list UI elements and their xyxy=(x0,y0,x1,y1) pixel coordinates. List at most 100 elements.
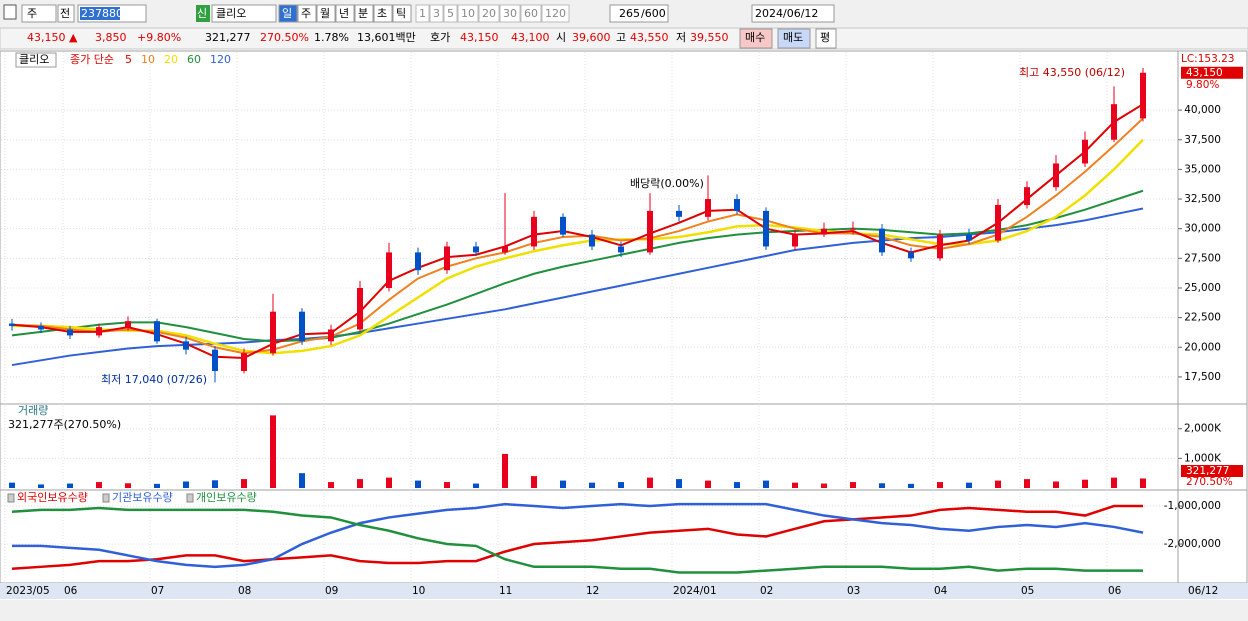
lc-label: LC:153.23 xyxy=(1181,53,1234,65)
title-box xyxy=(15,52,57,68)
volume-bar xyxy=(850,482,856,488)
minute-button[interactable] xyxy=(520,4,542,23)
volume-bar xyxy=(531,476,537,488)
volume-bar xyxy=(966,482,972,488)
candle-body xyxy=(386,252,392,288)
low-annotation: 최저 17,040 (07/26) xyxy=(101,373,207,386)
low: 39,550 xyxy=(690,31,729,44)
quote-volume-rate: 270.50% xyxy=(260,31,309,44)
candle-body xyxy=(502,246,508,253)
x-tick-label: 03 xyxy=(847,585,860,597)
period-label: 월 xyxy=(320,7,330,20)
volume-bar xyxy=(1082,479,1088,488)
volume-bar xyxy=(1024,479,1030,488)
low-label: 저 xyxy=(676,31,686,44)
minute-label: 1 xyxy=(419,7,426,20)
market-select[interactable] xyxy=(21,4,57,23)
period-label: 분 xyxy=(358,7,368,20)
candle-body xyxy=(560,216,566,235)
candle-body xyxy=(850,228,856,230)
candle-body xyxy=(183,341,189,350)
sell-label: 매도 xyxy=(783,31,803,44)
candle-body xyxy=(734,199,740,211)
series-line xyxy=(11,189,1144,343)
volume-bar xyxy=(386,477,392,488)
minute-label: 20 xyxy=(482,7,496,20)
candle-body xyxy=(1111,104,1117,140)
minute-button[interactable] xyxy=(541,4,570,23)
volume-bar xyxy=(734,482,740,488)
y-tick-label: 37,500 xyxy=(1184,134,1221,146)
y-tick-label: 17,500 xyxy=(1184,371,1221,383)
period-button[interactable] xyxy=(316,4,336,23)
quote-price: 43,150 ▲ xyxy=(27,31,78,44)
bidask-label: 호가 xyxy=(430,31,450,44)
y-tick-label: 22,500 xyxy=(1184,312,1221,324)
last-price-box xyxy=(1181,66,1243,79)
volume-bar xyxy=(212,480,218,488)
stock-code: 237880 xyxy=(81,7,123,20)
volume-bar xyxy=(38,484,44,488)
period-label: 일 xyxy=(282,6,292,20)
count-box[interactable] xyxy=(609,4,669,23)
x-tick-label: 04 xyxy=(934,585,948,597)
candle-body xyxy=(589,234,595,247)
y-tick-label: 35,000 xyxy=(1184,163,1221,175)
date-box[interactable] xyxy=(751,4,835,23)
minute-button[interactable] xyxy=(499,4,521,23)
y-tick-label: 32,500 xyxy=(1184,193,1221,205)
sell-button[interactable] xyxy=(777,28,811,49)
volume-bar xyxy=(125,483,131,488)
minute-label: 60 xyxy=(524,7,538,20)
volume-bar xyxy=(1111,477,1117,488)
new-badge xyxy=(196,5,210,22)
volume-bar xyxy=(183,481,189,488)
legend-entry: 20 xyxy=(164,53,178,66)
volume-bar xyxy=(995,480,1001,488)
avg-button[interactable] xyxy=(815,28,837,49)
minute-button[interactable] xyxy=(457,4,479,23)
date-axis xyxy=(0,583,1248,599)
scroll-bar[interactable] xyxy=(0,600,1248,621)
x-tick-label: 09 xyxy=(325,585,338,597)
quote-rate: +9.80% xyxy=(137,31,181,44)
candle-body xyxy=(357,287,363,330)
minute-button[interactable] xyxy=(443,4,458,23)
minute-button[interactable] xyxy=(478,4,500,23)
y-tick-label: -2,000,000 xyxy=(1164,538,1221,550)
volume-bar xyxy=(937,482,943,488)
last-rate: 9.80% xyxy=(1186,79,1219,91)
volume-bar xyxy=(676,479,682,488)
period-button[interactable] xyxy=(392,4,412,23)
volume-bar xyxy=(589,482,595,488)
y-tick-label: 40,000 xyxy=(1184,104,1221,116)
candle-body xyxy=(647,210,653,253)
period-label: 초 xyxy=(377,7,387,20)
volume-bar xyxy=(415,480,421,488)
period-button[interactable] xyxy=(278,4,298,23)
candle-body xyxy=(328,329,334,342)
all-button[interactable] xyxy=(57,4,75,23)
minute-button[interactable] xyxy=(415,4,430,23)
volume-bar xyxy=(908,483,914,488)
buy-button[interactable] xyxy=(739,28,773,49)
x-tick-label: 02 xyxy=(760,585,773,597)
candle-body xyxy=(1140,72,1146,119)
y-tick-label: 2,000K xyxy=(1184,423,1222,435)
high-label: 고 xyxy=(616,31,626,44)
candle-body xyxy=(9,323,15,326)
volume-bar xyxy=(67,483,73,488)
volume-bar xyxy=(1053,481,1059,488)
period-button[interactable] xyxy=(335,4,355,23)
menu-icon[interactable] xyxy=(3,4,17,20)
volume-bar xyxy=(444,482,450,488)
y-tick-label: 20,000 xyxy=(1184,341,1221,353)
x-tick-label: 06 xyxy=(1108,585,1122,597)
quote-bar xyxy=(0,27,1248,50)
period-button[interactable] xyxy=(297,4,317,23)
volume-bar xyxy=(154,483,160,488)
period-button[interactable] xyxy=(373,4,393,23)
period-button[interactable] xyxy=(354,4,374,23)
dividend-annotation: 배당락(0.00%) xyxy=(630,177,704,190)
minute-button[interactable] xyxy=(429,4,444,23)
